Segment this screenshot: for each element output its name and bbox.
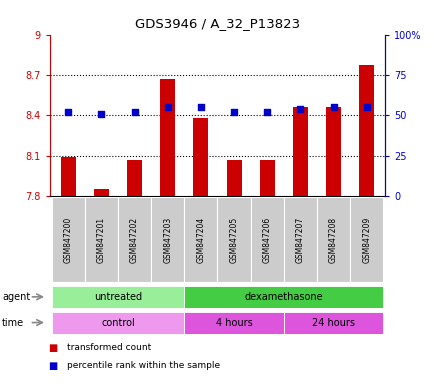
Bar [85, 197, 118, 282]
Point [230, 109, 237, 115]
Bar [94, 189, 108, 196]
Text: 4 hours: 4 hours [215, 318, 252, 328]
Bar [316, 197, 349, 282]
Bar [118, 197, 151, 282]
Text: GSM847204: GSM847204 [196, 217, 205, 263]
Text: GSM847206: GSM847206 [262, 217, 271, 263]
Point [296, 106, 303, 112]
Point [263, 109, 270, 115]
Point [362, 104, 369, 110]
Text: GSM847200: GSM847200 [64, 217, 72, 263]
Bar [52, 311, 184, 334]
Point [131, 109, 138, 115]
Point [197, 104, 204, 110]
Point [329, 104, 336, 110]
Bar [184, 286, 382, 308]
Text: 24 hours: 24 hours [311, 318, 354, 328]
Bar [259, 160, 274, 196]
Bar [358, 66, 373, 196]
Bar [52, 286, 184, 308]
Text: GSM847201: GSM847201 [97, 217, 106, 263]
Text: GSM847203: GSM847203 [163, 217, 172, 263]
Bar [283, 311, 382, 334]
Bar [283, 197, 316, 282]
Bar [127, 160, 142, 196]
Bar [326, 107, 340, 196]
Text: ■: ■ [48, 343, 57, 353]
Bar [184, 311, 283, 334]
Text: time: time [2, 318, 24, 328]
Text: GSM847208: GSM847208 [328, 217, 337, 263]
Bar [193, 118, 208, 196]
Text: dexamethasone: dexamethasone [244, 292, 322, 302]
Bar [250, 197, 283, 282]
Bar [292, 107, 307, 196]
Bar [184, 197, 217, 282]
Text: percentile rank within the sample: percentile rank within the sample [67, 361, 220, 370]
Point [98, 111, 105, 117]
Bar [226, 160, 241, 196]
Text: untreated: untreated [94, 292, 142, 302]
Bar [61, 157, 76, 196]
Text: GSM847209: GSM847209 [362, 217, 370, 263]
Text: GSM847207: GSM847207 [295, 217, 304, 263]
Bar [349, 197, 382, 282]
Text: GSM847205: GSM847205 [229, 217, 238, 263]
Bar [217, 197, 250, 282]
Text: agent: agent [2, 292, 30, 302]
Text: GDS3946 / A_32_P13823: GDS3946 / A_32_P13823 [135, 17, 299, 30]
Point [65, 109, 72, 115]
Text: GSM847202: GSM847202 [130, 217, 139, 263]
Bar [52, 197, 85, 282]
Text: control: control [101, 318, 135, 328]
Text: transformed count: transformed count [67, 343, 151, 352]
Text: ■: ■ [48, 361, 57, 371]
Point [164, 104, 171, 110]
Bar [160, 79, 175, 196]
Bar [151, 197, 184, 282]
